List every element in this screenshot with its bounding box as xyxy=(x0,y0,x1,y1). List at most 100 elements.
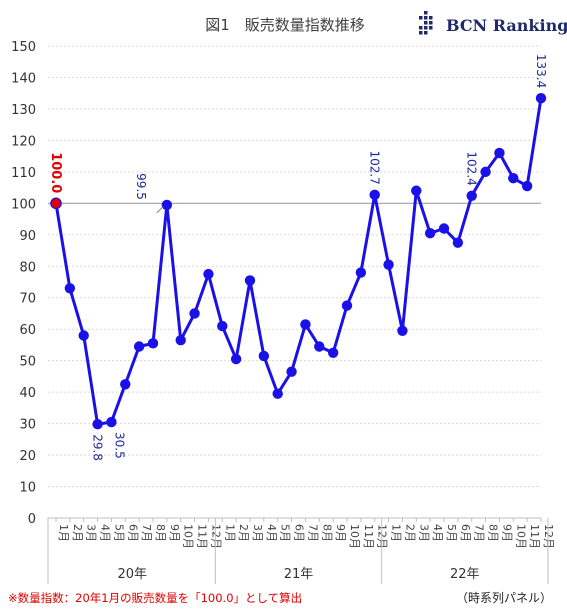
data-point xyxy=(535,93,547,104)
y-tick-label: 40 xyxy=(19,386,36,401)
data-label: 99.5 xyxy=(134,173,148,200)
x-tick-label: 4月 xyxy=(99,524,112,542)
x-tick-label: 11月 xyxy=(196,524,209,549)
data-label: 102.4 xyxy=(465,151,479,185)
data-point xyxy=(64,283,76,294)
x-tick-label: 7月 xyxy=(140,524,153,542)
x-tick-label: 4月 xyxy=(265,524,278,542)
y-tick-label: 10 xyxy=(19,481,36,496)
x-tick-label: 11月 xyxy=(528,524,541,549)
y-tick-label: 150 xyxy=(11,40,36,55)
x-tick-label: 5月 xyxy=(112,524,125,542)
data-point xyxy=(300,319,311,330)
data-label: 29.8 xyxy=(91,434,105,461)
data-point xyxy=(106,416,117,428)
data-point xyxy=(175,335,186,346)
x-tick-label: 3月 xyxy=(251,524,264,542)
logo-dot xyxy=(419,31,423,35)
y-tick-label: 30 xyxy=(19,418,36,433)
data-point xyxy=(78,330,89,341)
data-point xyxy=(508,172,519,184)
y-tick-label: 0 xyxy=(28,512,36,527)
data-point xyxy=(521,180,533,192)
x-tick-label: 10月 xyxy=(514,524,527,549)
data-point xyxy=(50,197,62,210)
x-tick-label: 1月 xyxy=(223,524,236,542)
y-tick-label: 60 xyxy=(19,323,36,338)
x-tick-label: 10月 xyxy=(182,524,195,549)
footnote: ※数量指数：20年1月の販売数量を「100.0」として算出 xyxy=(8,591,302,605)
data-point xyxy=(189,308,200,319)
x-tick-label: 9月 xyxy=(500,524,513,542)
data-point xyxy=(147,338,159,349)
x-tick-label: 7月 xyxy=(306,524,319,542)
year-label: 22年 xyxy=(450,567,480,582)
data-point xyxy=(355,267,367,278)
series-line xyxy=(54,98,543,426)
logo-dot xyxy=(424,26,428,30)
data-point xyxy=(494,147,505,159)
data-point xyxy=(272,388,283,399)
y-tick-label: 120 xyxy=(11,134,36,149)
y-tick-label: 90 xyxy=(19,229,36,244)
data-point xyxy=(452,237,464,248)
x-tick-label: 1月 xyxy=(390,524,403,542)
panel-note: （時系列パネル） xyxy=(456,591,552,605)
x-tick-label: 9月 xyxy=(334,524,347,542)
x-tick-label: 1月 xyxy=(57,524,70,542)
logo-text: BCN Ranking xyxy=(446,16,567,35)
x-tick-label: 8月 xyxy=(154,524,167,542)
logo-dot xyxy=(429,21,433,25)
data-point xyxy=(258,350,270,362)
x-tick-label: 2月 xyxy=(71,524,84,542)
data-point xyxy=(133,341,145,352)
y-tick-label: 130 xyxy=(11,103,36,118)
x-tick-label: 9月 xyxy=(168,524,181,542)
data-point xyxy=(397,325,408,336)
x-tick-label: 3月 xyxy=(417,524,430,542)
x-tick-label: 5月 xyxy=(445,524,458,542)
chart-title: 図1 販売数量指数推移 xyxy=(205,16,365,34)
data-point xyxy=(286,366,297,377)
data-label: 100.0 xyxy=(48,152,63,193)
x-tick-label: 12月 xyxy=(209,524,222,549)
year-label: 21年 xyxy=(284,567,314,582)
y-axis-ticks: 0 10 20 30 40 50 60 70 80 90 100 110 120 130 140 150 xyxy=(11,40,36,527)
x-axis: 1月 2月 3月 4月 5月 6月 7月 8月 9月 10月 11月 12月 1月 2月 3月 4月 5月 6月 7… xyxy=(47,517,555,584)
logo-dot xyxy=(429,16,433,20)
x-tick-label: 4月 xyxy=(431,524,444,542)
x-tick-label: 11月 xyxy=(362,524,375,549)
data-point xyxy=(411,185,422,196)
data-label: 133.4 xyxy=(534,54,548,88)
data-point xyxy=(314,341,325,352)
data-point xyxy=(424,228,436,239)
x-tick-label: 7月 xyxy=(473,524,486,542)
data-label: 102.7 xyxy=(368,150,382,184)
x-tick-label: 8月 xyxy=(487,524,500,542)
logo-dot xyxy=(419,26,423,30)
data-point xyxy=(230,353,242,365)
data-labels: 100.0 29.8 30.5 99.5 102.7 102.4 133.4 xyxy=(48,54,548,461)
data-point xyxy=(369,189,380,201)
data-point xyxy=(438,223,450,234)
logo-dot xyxy=(424,11,428,15)
data-point xyxy=(466,190,477,201)
data-point xyxy=(480,166,491,178)
data-point xyxy=(244,275,256,286)
y-tick-label: 100 xyxy=(11,197,36,212)
series-path xyxy=(54,98,543,426)
y-tick-label: 50 xyxy=(19,355,36,370)
data-point xyxy=(327,347,339,358)
bcn-logo-icon xyxy=(419,11,433,35)
x-tick-label: 12月 xyxy=(376,524,389,549)
logo-dot xyxy=(419,16,423,20)
logo-dot xyxy=(424,21,428,25)
logo-dot xyxy=(424,16,428,20)
data-point xyxy=(161,199,173,211)
data-point xyxy=(203,268,214,280)
bcn-logo: BCN Ranking xyxy=(419,11,567,35)
x-tick-label: 10月 xyxy=(348,524,361,549)
y-tick-label: 140 xyxy=(11,71,36,86)
label-leader xyxy=(156,206,164,214)
